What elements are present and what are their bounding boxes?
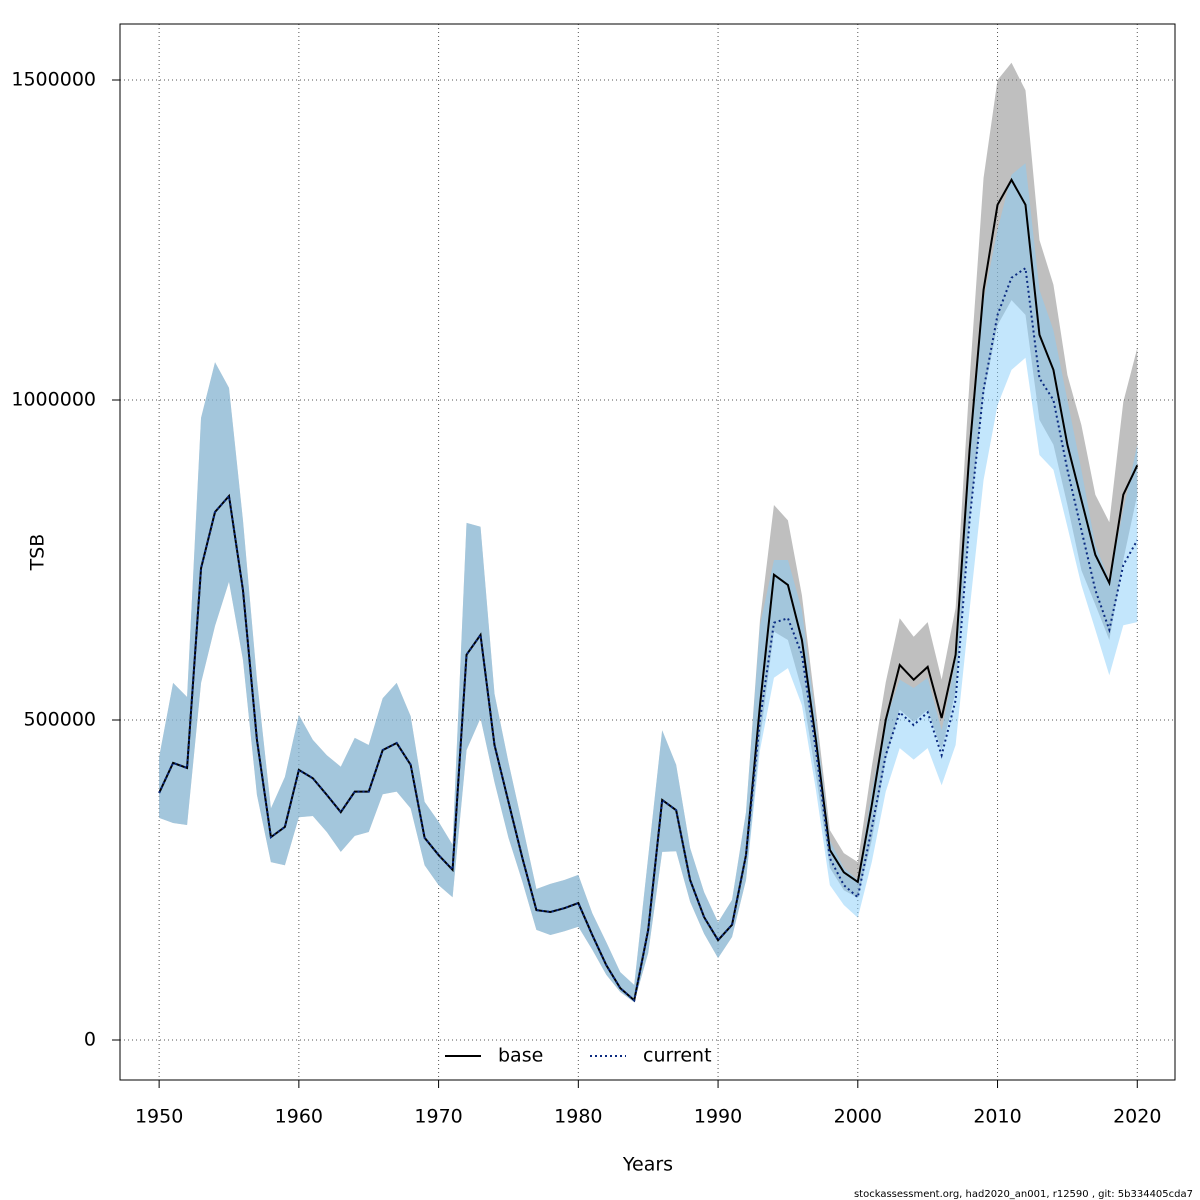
y-tick-label: 1000000 bbox=[11, 389, 96, 411]
x-axis-label: Years bbox=[622, 1154, 673, 1176]
y-axis-label: TSB bbox=[27, 534, 49, 572]
legend-label: current bbox=[643, 1045, 712, 1067]
x-tick-label: 1980 bbox=[554, 1106, 602, 1128]
x-tick-label: 2020 bbox=[1113, 1106, 1161, 1128]
x-tick-label: 2000 bbox=[834, 1106, 882, 1128]
series-line bbox=[158, 266, 1139, 1003]
footer: stockassessment.org, had2020_an001, r125… bbox=[854, 1189, 1193, 1200]
series-line bbox=[158, 177, 1139, 1003]
y-tick-label: 1500000 bbox=[11, 69, 96, 91]
confidence-band bbox=[159, 163, 1138, 1003]
y-tick-label: 0 bbox=[84, 1029, 96, 1051]
x-tick-label: 1970 bbox=[414, 1106, 462, 1128]
x-tick-label: 1990 bbox=[694, 1106, 742, 1128]
y-tick-label: 500000 bbox=[23, 709, 96, 731]
x-tick-label: 1960 bbox=[275, 1106, 323, 1128]
legend-label: base bbox=[498, 1045, 543, 1067]
plot-frame bbox=[119, 23, 1176, 1081]
x-tick-label: 2010 bbox=[973, 1106, 1021, 1128]
x-tick-label: 1950 bbox=[135, 1106, 183, 1128]
